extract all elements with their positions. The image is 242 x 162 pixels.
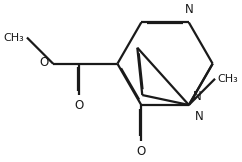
Text: CH₃: CH₃ bbox=[4, 33, 25, 43]
Text: O: O bbox=[137, 145, 146, 158]
Text: CH₃: CH₃ bbox=[217, 74, 238, 84]
Text: N: N bbox=[195, 110, 203, 123]
Text: N: N bbox=[193, 90, 201, 103]
Text: O: O bbox=[39, 56, 48, 69]
Text: O: O bbox=[75, 99, 84, 112]
Text: N: N bbox=[184, 3, 193, 16]
